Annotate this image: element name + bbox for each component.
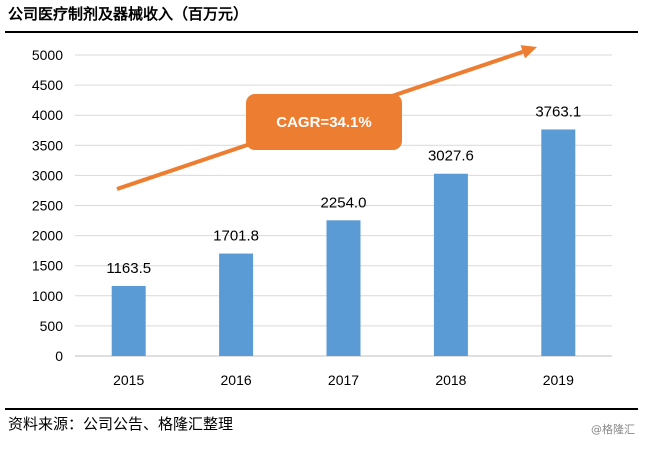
bottom-divider: [5, 408, 638, 410]
bar: [433, 173, 468, 356]
y-tick-label: 3500: [32, 137, 63, 153]
x-axis-ticks: 2015 2016 2017 2018 2019: [113, 372, 574, 388]
trend-arrow-head: [520, 45, 537, 59]
y-tick-label: 3000: [32, 167, 63, 183]
y-tick-label: 4500: [32, 77, 63, 93]
bars: [111, 129, 576, 356]
x-tick-label: 2015: [113, 372, 144, 388]
y-tick-label: 5000: [32, 47, 63, 63]
data-labels: 1163.5 1701.8 2254.0 3027.6 3763.1: [106, 103, 581, 276]
bar: [219, 253, 254, 356]
y-tick-label: 2000: [32, 228, 63, 244]
cagr-label: CAGR=34.1%: [276, 114, 371, 131]
source-note: 资料来源：公司公告、格隆汇整理: [8, 415, 234, 433]
cagr-badge: CAGR=34.1%: [246, 94, 402, 150]
y-tick-label: 0: [55, 348, 63, 364]
bar: [541, 129, 576, 356]
bar: [326, 220, 361, 356]
chart-title: 公司医疗制剂及器械收入（百万元）: [8, 5, 249, 23]
data-label: 2254.0: [321, 194, 367, 211]
y-axis-ticks: 0 500 1000 1500 2000 2500 3000 3500 4000 4500 5000: [32, 47, 63, 364]
data-label: 1701.8: [213, 228, 259, 245]
y-tick-label: 4000: [32, 107, 63, 123]
data-label: 1163.5: [106, 260, 151, 277]
top-divider: [5, 31, 638, 33]
cagr-badge-box: [246, 94, 402, 150]
data-label: 3027.6: [428, 148, 474, 165]
y-tick-label: 1000: [32, 288, 63, 304]
x-tick-label: 2016: [221, 372, 252, 388]
x-tick-label: 2017: [328, 372, 359, 388]
y-tick-label: 1500: [32, 258, 63, 274]
data-label: 3763.1: [535, 103, 581, 120]
x-tick-label: 2018: [435, 372, 466, 388]
y-tick-label: 500: [40, 318, 64, 334]
y-tick-label: 2500: [32, 198, 63, 214]
x-tick-label: 2019: [543, 372, 574, 388]
watermark: @格隆汇: [591, 423, 635, 436]
bar: [111, 285, 146, 356]
